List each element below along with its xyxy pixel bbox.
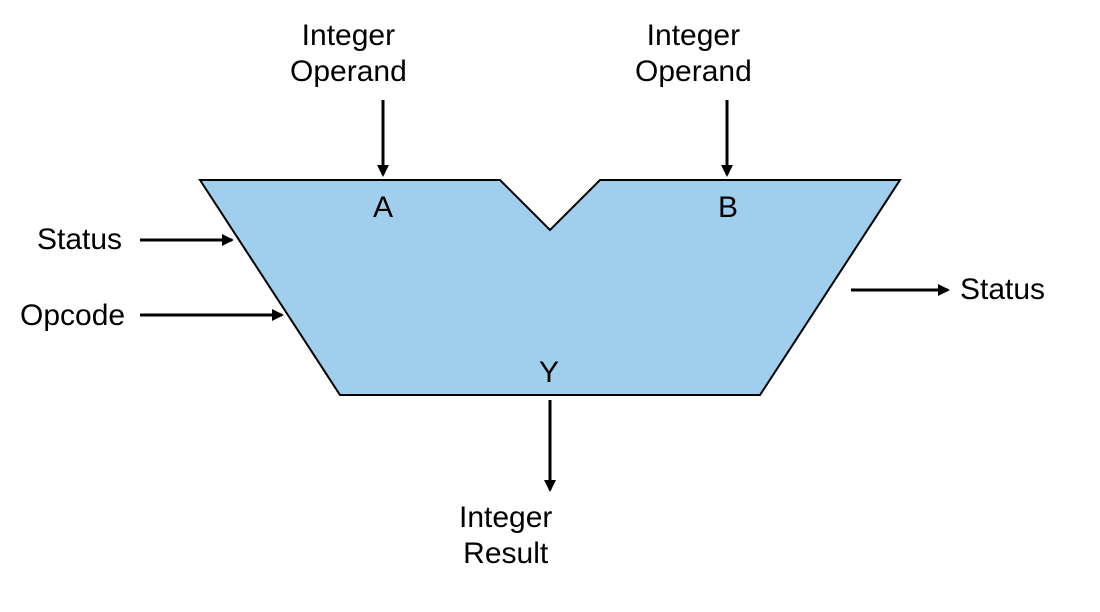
result-label: Integer Result: [459, 500, 552, 572]
port-a-label: A: [373, 190, 393, 226]
operand-right-label: Integer Operand: [635, 18, 752, 90]
operand-left-label: Integer Operand: [290, 18, 407, 90]
status-out-label: Status: [960, 272, 1045, 308]
port-y-label: Y: [539, 355, 559, 391]
opcode-label: Opcode: [20, 298, 125, 334]
alu-diagram: Integer Operand Integer Operand Status O…: [0, 0, 1100, 607]
port-b-label: B: [718, 190, 738, 226]
status-in-label: Status: [37, 222, 122, 258]
